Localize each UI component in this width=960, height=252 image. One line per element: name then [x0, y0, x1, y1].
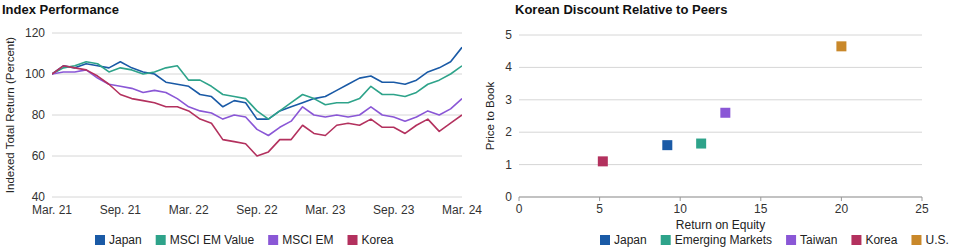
- point: [598, 156, 608, 166]
- x-tick-label: Mar. 22: [169, 203, 209, 217]
- series-line: [52, 47, 462, 119]
- grid-line: [52, 74, 462, 75]
- x-tick-label: Sep. 23: [373, 203, 415, 217]
- legend-label: Taiwan: [800, 233, 837, 247]
- x-tick: [599, 197, 600, 201]
- grid-line: [52, 115, 462, 116]
- legend-swatch: [95, 235, 105, 245]
- x-tick-label: Sep. 21: [100, 203, 142, 217]
- x-tick-label: 0: [516, 202, 523, 216]
- series-line: [52, 66, 462, 156]
- grid-line: [519, 197, 922, 198]
- x-tick-label: 15: [754, 202, 768, 216]
- legend-label: Japan: [109, 233, 142, 247]
- grid-line: [52, 33, 462, 34]
- x-tick: [760, 197, 761, 201]
- y-tick-label: 80: [32, 108, 46, 122]
- plot: [598, 41, 847, 166]
- grid-line: [519, 164, 922, 165]
- x-tick: [519, 197, 520, 201]
- x-tick-label: Mar. 24: [442, 203, 482, 217]
- grid-line: [52, 197, 462, 198]
- y-axis-label: Price to Book: [484, 82, 496, 151]
- y-tick-label: 40: [32, 190, 46, 204]
- x-tick-label: 5: [596, 202, 603, 216]
- y-tick-label: 1: [505, 158, 512, 172]
- point: [720, 108, 730, 118]
- x-tick: [922, 197, 923, 201]
- legend-label: Japan: [614, 233, 647, 247]
- legend-swatch: [600, 235, 610, 245]
- grid-line: [519, 67, 922, 68]
- grid-line: [519, 132, 922, 133]
- plot: [52, 47, 462, 156]
- y-tick-label: 60: [32, 149, 46, 163]
- legend-swatch: [348, 235, 358, 245]
- legend-swatch: [786, 235, 796, 245]
- legend-label: Korea: [362, 233, 394, 247]
- legend-label: Emerging Markets: [675, 233, 772, 247]
- x-axis-line: [519, 197, 922, 198]
- legend-swatch: [911, 235, 921, 245]
- legend-swatch: [851, 235, 861, 245]
- legend-label: U.S.: [925, 233, 948, 247]
- point: [836, 41, 846, 51]
- y-tick-label: 120: [25, 26, 45, 40]
- y-tick-label: 3: [505, 93, 512, 107]
- title: Korean Discount Relative to Peers: [515, 2, 727, 17]
- x-tick: [680, 197, 681, 201]
- y-tick-label: 100: [25, 67, 45, 81]
- figure: Index Performance406080100120Indexed Tot…: [0, 0, 960, 252]
- y-tick-label: 4: [505, 60, 512, 74]
- x-tick-label: Mar. 21: [32, 203, 72, 217]
- legend-label: MSCI EM Value: [170, 233, 255, 247]
- point: [696, 139, 706, 149]
- point: [662, 140, 672, 150]
- x-tick-label: Mar. 23: [305, 203, 345, 217]
- y-tick-label: 2: [505, 125, 512, 139]
- series-line: [52, 62, 462, 119]
- legend-label: MSCI EM: [282, 233, 333, 247]
- x-axis: 0 5 10 15 20 25 Return on Equity: [516, 197, 929, 232]
- series-line: [52, 70, 462, 136]
- grid-line: [519, 35, 922, 36]
- x-tick: [841, 197, 842, 201]
- legend: Japan MSCI EM Value MSCI EM Korea: [95, 233, 394, 247]
- y-axis: 40 60 80 100 120 Indexed Total Return (Percen…: [4, 26, 462, 204]
- y-axis-label: Indexed Total Return (Percent): [4, 37, 16, 194]
- y-axis: 0 1 2 3 4 5 Price to Book: [484, 28, 922, 204]
- title: Index Performance: [2, 2, 119, 17]
- legend-swatch: [661, 235, 671, 245]
- x-tick-label: 10: [674, 202, 688, 216]
- x-tick-label: 20: [835, 202, 849, 216]
- y-tick-label: 5: [505, 28, 512, 42]
- grid-line: [519, 99, 922, 100]
- legend-swatch: [268, 235, 278, 245]
- x-axis: Mar. 21 Sep. 21 Mar. 22 Sep. 22 Mar. 23 Sep. …: [32, 203, 482, 217]
- legend: Japan Emerging Markets Taiwan Korea U.S.: [600, 233, 949, 247]
- legend-label: Korea: [865, 233, 897, 247]
- x-tick-label: 25: [915, 202, 929, 216]
- y-tick-label: 0: [505, 190, 512, 204]
- x-axis-label: Return on Equity: [676, 218, 765, 232]
- legend-swatch: [156, 235, 166, 245]
- x-tick-label: Sep. 22: [236, 203, 278, 217]
